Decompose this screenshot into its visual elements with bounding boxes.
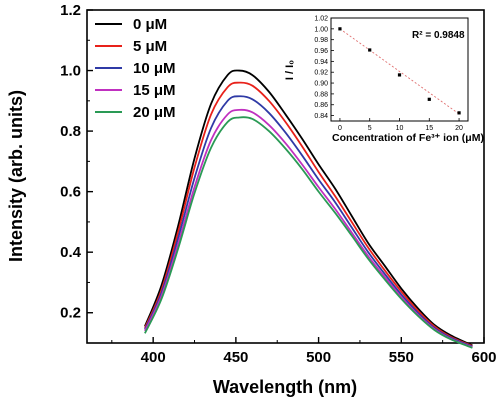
inset-chart: 0 5 10 15 20 0.84 0.86 0.88 0.90 0.92 0.94 0.96 0.9…: [284, 16, 484, 145]
main-y-tick-label: 1.2: [60, 2, 81, 19]
inset-y-axis-label: I / I₀: [284, 60, 296, 80]
inset-y-tick-label: 0.90: [314, 81, 328, 88]
legend-label-0: 0 μM: [133, 16, 167, 33]
inset-data-point: [368, 48, 372, 52]
inset-y-tick-label: 1.00: [314, 26, 328, 33]
main-x-tick-label: 400: [141, 349, 166, 366]
series-line-1: [144, 81, 473, 347]
inset-y-tick-label: 0.84: [314, 113, 328, 120]
inset-x-tick-label: 10: [396, 125, 404, 132]
main-plot-frame: [86, 9, 485, 344]
main-x-tick-label: 550: [389, 349, 414, 366]
inset-x-tick-label: 15: [425, 125, 433, 132]
inset-y-tick-label: 0.96: [314, 48, 328, 55]
main-legend: 0 μM 5 μM 10 μM 15 μM 20 μM: [95, 16, 176, 121]
series-line-3: [144, 108, 473, 349]
main-y-ticks: 0.2 0.4 0.6 0.8 1.0 1.2: [60, 2, 93, 322]
inset-x-tick-label: 5: [368, 125, 372, 132]
inset-data-point: [338, 27, 342, 31]
legend-label-1: 5 μM: [133, 38, 167, 55]
main-series-group: [144, 69, 473, 349]
inset-data-point: [397, 73, 402, 77]
inset-x-tick-label: 20: [455, 125, 463, 132]
main-x-tick-label: 500: [306, 349, 331, 366]
main-y-axis-label: Intensity (arb. units): [6, 90, 26, 262]
main-chart: 400 450 500 550 600 0.2 0.4 0.6 0.8 1.0 1.2 0 μM 5…: [6, 2, 497, 397]
inset-data-point: [457, 111, 461, 115]
inset-fit-line: [339, 28, 460, 115]
inset-y-tick-label: 0.98: [314, 37, 328, 44]
legend-label-2: 10 μM: [133, 60, 176, 77]
main-x-tick-label: 600: [471, 349, 496, 366]
main-x-tick-label: 450: [223, 349, 248, 366]
inset-y-ticks: 0.84 0.86 0.88 0.90 0.92 0.94 0.96 0.98 1.00 1.02: [314, 16, 334, 120]
main-y-tick-label: 0.8: [60, 123, 81, 140]
series-line-2: [144, 95, 473, 348]
main-y-tick-label: 0.4: [60, 244, 82, 261]
legend-label-3: 15 μM: [133, 82, 176, 99]
series-line-4: [144, 116, 473, 349]
inset-y-tick-label: 1.02: [314, 16, 328, 23]
main-x-axis-label: Wavelength (nm): [213, 377, 357, 397]
inset-x-tick-label: 0: [338, 125, 342, 132]
inset-y-tick-label: 0.92: [314, 70, 328, 77]
series-line-0: [144, 69, 473, 347]
inset-x-ticks: 0 5 10 15 20: [338, 118, 463, 132]
inset-marks: [338, 27, 461, 115]
inset-annotation: R² = 0.9848: [412, 30, 465, 41]
legend-label-4: 20 μM: [133, 104, 176, 121]
inset-data-point: [427, 97, 431, 101]
main-y-tick-label: 0.6: [60, 184, 81, 201]
inset-y-tick-label: 0.88: [314, 91, 328, 98]
inset-x-axis-label: Concentration of Fe³⁺ ion (μM): [332, 132, 484, 144]
inset-y-tick-label: 0.86: [314, 102, 328, 109]
main-x-ticks: 400 450 500 550 600: [111, 337, 497, 366]
main-y-tick-label: 1.0: [60, 63, 81, 80]
inset-y-tick-label: 0.94: [314, 59, 328, 66]
main-y-tick-label: 0.2: [60, 305, 81, 322]
